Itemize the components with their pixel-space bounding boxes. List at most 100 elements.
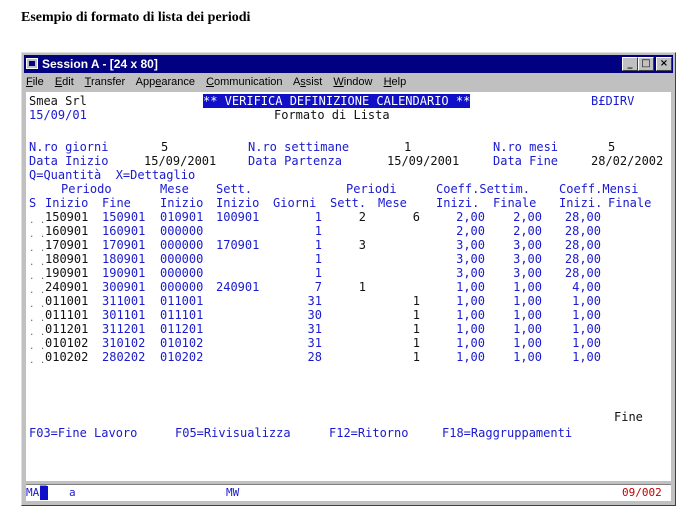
terminal-screen[interactable]: Smea Srl ** VERIFICA DEFINIZIONE CALENDA… xyxy=(26,92,671,481)
cell-mese: 000000 xyxy=(160,224,204,238)
cell-p-mese: 1 xyxy=(412,294,420,308)
mesi-label: N.ro mesi xyxy=(493,140,559,154)
status-mode: MW xyxy=(226,486,240,499)
cell-mese: 000000 xyxy=(160,266,204,280)
cell-giorni: 1 xyxy=(314,210,322,224)
cell-cs-finale: 1,00 xyxy=(513,280,542,294)
cell-cs-inizi: 1,00 xyxy=(456,280,485,294)
cell-cs-inizi: 1,00 xyxy=(456,308,485,322)
cell-cs-finale: 1,00 xyxy=(513,294,542,308)
session-icon[interactable] xyxy=(26,58,38,69)
cell-cm-inizi: 4,00 xyxy=(572,280,601,294)
cell-cm-inizi: 1,00 xyxy=(572,350,601,364)
row-select-field[interactable]: . . xyxy=(29,286,46,296)
cell-cs-finale: 1,00 xyxy=(513,350,542,364)
cell-cs-finale: 3,00 xyxy=(513,252,542,266)
cell-cs-finale: 1,00 xyxy=(513,308,542,322)
col-periodi: Periodi xyxy=(346,182,397,196)
f03-key[interactable]: F03=Fine Lavoro xyxy=(29,426,138,440)
col-sett-inizio: Inizio xyxy=(216,196,260,210)
cell-giorni: 31 xyxy=(307,336,322,350)
menu-appearance[interactable]: Appearance xyxy=(135,76,195,88)
cell-cs-inizi: 1,00 xyxy=(456,322,485,336)
cell-fine: 300901 xyxy=(102,280,146,294)
maximize-icon[interactable]: □ xyxy=(638,57,654,71)
f18-key[interactable]: F18=Raggruppamenti xyxy=(442,426,573,440)
row-select-field[interactable]: . . xyxy=(29,216,46,226)
close-icon[interactable]: × xyxy=(656,57,672,71)
cell-cm-inizi: 28,00 xyxy=(564,252,601,266)
col-coeff-settim: Coeff.Settim. xyxy=(436,182,530,196)
cell-p-sett: 2 xyxy=(358,210,366,224)
cell-giorni: 28 xyxy=(307,350,322,364)
program-name: B£DIRV xyxy=(591,94,635,108)
cell-giorni: 1 xyxy=(314,238,322,252)
cell-cs-finale: 2,00 xyxy=(513,210,542,224)
fine-value: 28/02/2002 xyxy=(591,154,664,168)
menu-transfer[interactable]: Transfer xyxy=(84,76,126,88)
cell-cs-inizi: 1,00 xyxy=(456,336,485,350)
menu-communication[interactable]: Communication xyxy=(206,76,283,88)
table-row: . . 180901 180901 000000 1 3,00 3,00 28,00 xyxy=(26,252,671,268)
menu-window[interactable]: Window xyxy=(333,76,373,88)
row-select-field[interactable]: . . xyxy=(29,356,46,366)
legend-text: Q=Quantità X=Dettaglio xyxy=(29,168,196,182)
cell-fine: 180901 xyxy=(102,252,146,266)
menu-file[interactable]: File xyxy=(26,76,44,88)
row-select-field[interactable]: . . xyxy=(29,258,46,268)
table-row: . . 010102 310102 010102 31 1 1,00 1,00 1,00 xyxy=(26,336,671,352)
minimize-icon[interactable]: _ xyxy=(622,57,638,71)
row-select-field[interactable]: . . xyxy=(29,328,46,338)
table-row: . . 190901 190901 000000 1 3,00 3,00 28,00 xyxy=(26,266,671,282)
row-select-field[interactable]: . . xyxy=(29,300,46,310)
row-select-field[interactable]: . . xyxy=(29,314,46,324)
cell-cs-inizi: 3,00 xyxy=(456,252,485,266)
screen-title: ** VERIFICA DEFINIZIONE CALENDARIO ** xyxy=(203,94,471,108)
row-select-field[interactable]: . . xyxy=(29,230,46,240)
cell-inizio: 011101 xyxy=(45,308,89,322)
table-row: . . 011101 301101 011101 30 1 1,00 1,00 1,00 xyxy=(26,308,671,324)
status-ma: MA xyxy=(26,486,40,499)
cell-mese: 011201 xyxy=(160,322,204,336)
table-row: . . 011201 311201 011201 31 1 1,00 1,00 1,00 xyxy=(26,322,671,338)
cell-inizio: 010102 xyxy=(45,336,89,350)
f12-key[interactable]: F12=Ritorno xyxy=(329,426,409,440)
page-caption: Esempio di formato di lista dei periodi xyxy=(21,10,251,25)
f05-key[interactable]: F05=Rivisualizza xyxy=(175,426,291,440)
cell-p-sett: 1 xyxy=(358,280,366,294)
cell-cs-inizi: 2,00 xyxy=(456,224,485,238)
cell-mese: 010102 xyxy=(160,336,204,350)
cell-fine: 150901 xyxy=(102,210,146,224)
cell-cm-inizi: 1,00 xyxy=(572,294,601,308)
table-row: . . 160901 160901 000000 1 2,00 2,00 28,00 xyxy=(26,224,671,240)
cell-fine: 280202 xyxy=(102,350,146,364)
cell-cs-finale: 3,00 xyxy=(513,266,542,280)
fine-indicator: Fine xyxy=(614,410,643,424)
cell-cm-inizi: 28,00 xyxy=(564,224,601,238)
col-p-sett: Sett. xyxy=(330,196,367,210)
col-cs-inizi: Inizi. xyxy=(436,196,480,210)
fine-label: Data Fine xyxy=(493,154,559,168)
cell-p-mese: 1 xyxy=(412,322,420,336)
row-select-field[interactable]: . . xyxy=(29,272,46,282)
row-select-field[interactable]: . . xyxy=(29,342,46,352)
cell-p-sett: 3 xyxy=(358,238,366,252)
giorni-label: N.ro giorni xyxy=(29,140,109,154)
cell-mese: 011001 xyxy=(160,294,204,308)
cell-giorni: 31 xyxy=(307,294,322,308)
row-select-field[interactable]: . . xyxy=(29,244,46,254)
col-mese-inizio: Inizio xyxy=(160,196,204,210)
mesi-value: 5 xyxy=(608,140,616,154)
partenza-label: Data Partenza xyxy=(248,154,342,168)
terminal-window: Session A - [24 x 80] _ □ × File Edit Tr… xyxy=(21,52,676,506)
col-coeff-mensi: Coeff.Mensi xyxy=(559,182,639,196)
inizio-value: 15/09/2001 xyxy=(144,154,217,168)
cell-giorni: 31 xyxy=(307,322,322,336)
partenza-value: 15/09/2001 xyxy=(387,154,460,168)
table-row: . . 240901 300901 000000 240901 7 1 1,00 1,00 4,0… xyxy=(26,280,671,296)
menu-assist[interactable]: Assist xyxy=(292,76,323,88)
status-bar: MA █ a MW 09/002 xyxy=(26,484,671,501)
menu-edit[interactable]: Edit xyxy=(54,76,74,88)
menu-help[interactable]: Help xyxy=(383,76,407,88)
table-row: . . 011001 311001 011001 31 1 1,00 1,00 1,00 xyxy=(26,294,671,310)
